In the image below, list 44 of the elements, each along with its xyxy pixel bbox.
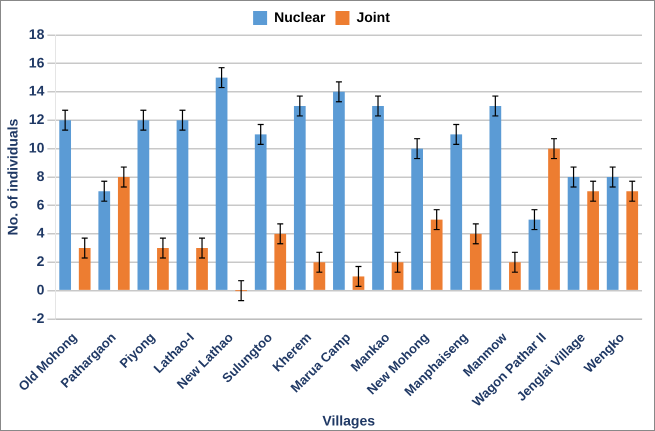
- bar: [392, 262, 404, 290]
- bar: [98, 191, 110, 290]
- bar: [587, 191, 599, 290]
- y-tick-label: 0: [36, 282, 45, 298]
- y-tick-label: 10: [28, 139, 45, 156]
- legend-label: Nuclear: [274, 8, 326, 25]
- bar: [254, 134, 267, 290]
- y-tick-label: 14: [28, 82, 45, 99]
- bar: [430, 220, 443, 290]
- bar: [157, 248, 169, 290]
- bar: [372, 106, 384, 290]
- y-tick-label: 18: [28, 26, 45, 42]
- bar: [489, 106, 502, 290]
- bar: [411, 148, 423, 290]
- bar: [274, 234, 286, 290]
- bar: [294, 106, 306, 290]
- y-axis-title: No. of individuals: [4, 118, 20, 236]
- bar: [196, 248, 208, 290]
- bar: [138, 120, 150, 290]
- bar: [606, 177, 619, 290]
- bar: [568, 177, 580, 290]
- y-tick-label: 8: [36, 168, 45, 184]
- bar: [59, 120, 72, 290]
- x-axis-title: Villages: [322, 412, 376, 428]
- legend-label: Joint: [356, 8, 390, 25]
- y-tick-label: 4: [36, 224, 45, 241]
- y-tick-label: 6: [36, 196, 45, 212]
- bar: [313, 262, 326, 290]
- bar: [626, 191, 638, 290]
- bar: [78, 248, 91, 290]
- y-tick-label: 16: [28, 54, 45, 70]
- bar: [333, 92, 345, 290]
- bar: [216, 78, 228, 290]
- bar: [470, 234, 482, 290]
- bar: [528, 220, 540, 290]
- bar: [118, 177, 130, 290]
- y-tick-label: -2: [32, 310, 45, 326]
- bar: [450, 134, 462, 290]
- bar: [548, 148, 560, 290]
- y-tick-label: 2: [36, 253, 45, 270]
- bar: [509, 262, 521, 290]
- bar: [176, 120, 188, 290]
- bar: [352, 276, 364, 290]
- y-tick-label: 12: [28, 111, 45, 128]
